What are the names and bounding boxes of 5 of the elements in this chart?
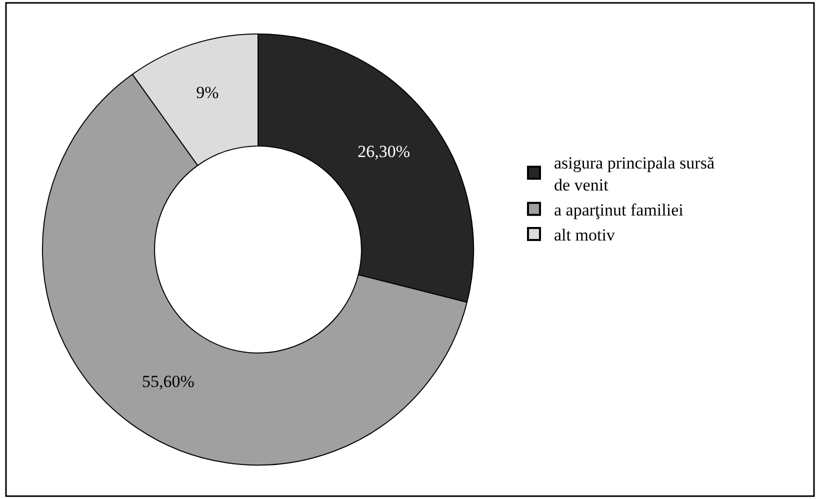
legend-label: a aparţinut familiei: [554, 200, 684, 220]
data-label: 9%: [196, 82, 219, 102]
data-label: 26,30%: [358, 142, 410, 161]
data-label: 55,60%: [142, 372, 194, 391]
legend-label: alt motiv: [554, 226, 616, 245]
